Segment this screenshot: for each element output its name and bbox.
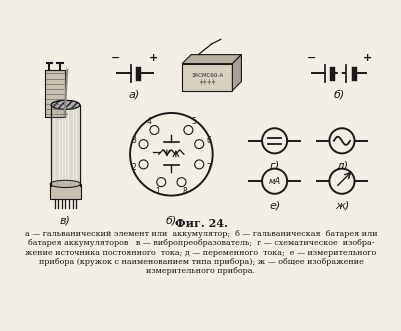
Text: г): г) xyxy=(269,161,279,170)
Circle shape xyxy=(139,140,148,149)
Text: а — гальванический элемент или  аккумулятор;  б — гальваническая  батарея или: а — гальванический элемент или аккумулят… xyxy=(24,230,377,238)
Text: б): б) xyxy=(333,90,344,100)
Text: +: + xyxy=(148,53,158,63)
Text: е): е) xyxy=(268,201,279,211)
Polygon shape xyxy=(232,55,241,91)
Text: 3АСМС60-А: 3АСМС60-А xyxy=(191,73,223,78)
Polygon shape xyxy=(182,64,232,91)
Circle shape xyxy=(130,113,212,196)
Circle shape xyxy=(176,178,186,187)
Text: 7: 7 xyxy=(206,163,211,172)
Circle shape xyxy=(183,125,192,134)
Text: жение источника постоянного  тока; д — переменного  тока;  е — измерительного: жение источника постоянного тока; д — пе… xyxy=(25,249,376,257)
Circle shape xyxy=(261,168,286,194)
Text: а): а) xyxy=(129,90,140,100)
Text: 5: 5 xyxy=(191,118,196,126)
Circle shape xyxy=(261,128,286,153)
Text: мА: мА xyxy=(268,177,280,186)
Circle shape xyxy=(328,168,354,194)
Polygon shape xyxy=(182,55,241,64)
Text: Фиг. 24.: Фиг. 24. xyxy=(174,218,227,229)
Text: ╪ ╪ ╪ ╪: ╪ ╪ ╪ ╪ xyxy=(199,79,215,85)
Text: 8: 8 xyxy=(182,187,187,196)
Text: измерительного прибора.: измерительного прибора. xyxy=(146,267,255,275)
Text: д): д) xyxy=(335,161,347,170)
Text: 6: 6 xyxy=(206,136,211,145)
Text: в): в) xyxy=(60,215,71,225)
Circle shape xyxy=(194,140,203,149)
FancyBboxPatch shape xyxy=(45,70,65,117)
Ellipse shape xyxy=(51,182,79,189)
Text: 3: 3 xyxy=(132,136,136,145)
Ellipse shape xyxy=(50,180,81,187)
Circle shape xyxy=(139,160,148,169)
Text: б): б) xyxy=(165,215,176,225)
Circle shape xyxy=(328,128,354,153)
Text: 1: 1 xyxy=(155,187,160,196)
Text: −: − xyxy=(306,53,315,63)
Text: батарея аккумуляторов   в — вибропреобразователь;  г — схематическое  изобра-: батарея аккумуляторов в — вибропреобразо… xyxy=(28,239,373,247)
Text: прибора (кружок с наименованием типа прибора); ж — общее изображение: прибора (кружок с наименованием типа при… xyxy=(38,258,363,266)
Circle shape xyxy=(194,160,203,169)
Text: 2: 2 xyxy=(132,163,136,172)
Ellipse shape xyxy=(51,100,79,109)
Circle shape xyxy=(150,125,158,134)
Text: ж): ж) xyxy=(334,201,348,211)
FancyBboxPatch shape xyxy=(50,184,81,199)
Text: 4: 4 xyxy=(146,118,151,126)
Circle shape xyxy=(156,178,165,187)
Text: −: − xyxy=(111,53,120,63)
Text: +: + xyxy=(362,53,371,63)
